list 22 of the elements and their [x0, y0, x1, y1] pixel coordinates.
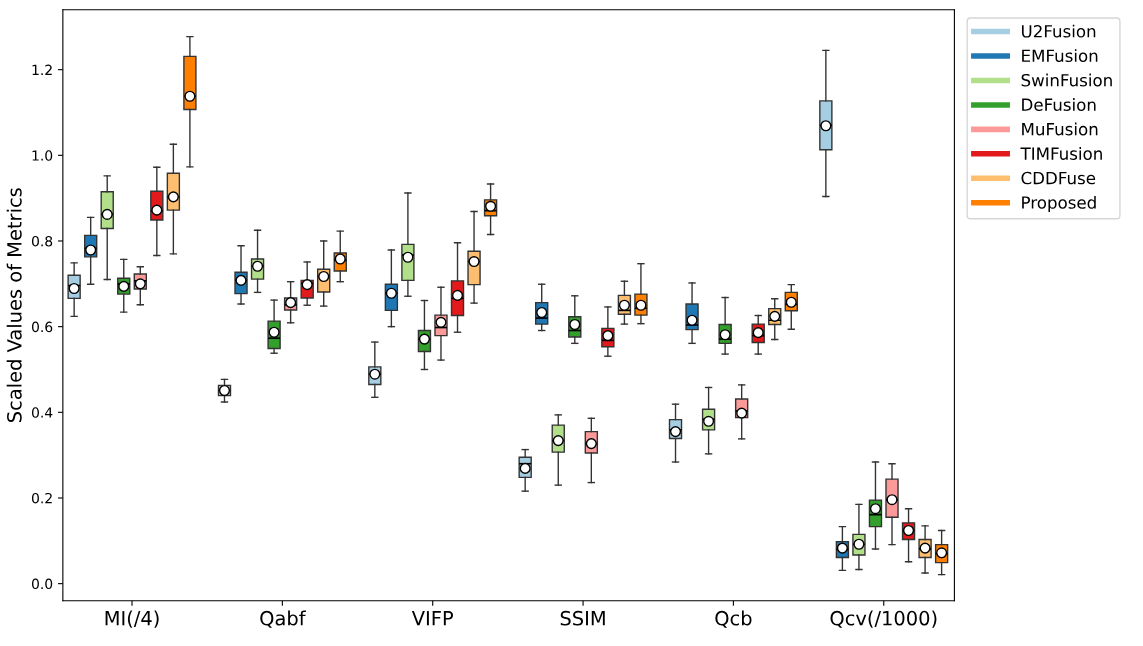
y-tick-label: 0.0 — [31, 578, 53, 590]
y-tick-label: 1.0 — [32, 150, 53, 161]
x-tick-label: VIFP — [411, 611, 454, 626]
legend-label: SwinFusion — [1021, 73, 1112, 87]
x-tick-label: Qabf — [260, 610, 306, 628]
legend-label: U2Fusion — [1021, 24, 1096, 38]
legend-label: MuFusion — [1022, 122, 1098, 136]
y-tick-label: 0.6 — [31, 321, 53, 333]
y-axis-title: Scaled Values of Metrics — [6, 188, 22, 422]
legend-label: DeFusion — [1022, 98, 1096, 111]
x-tick-label: SSIM — [560, 610, 605, 626]
x-tick-label: Qcv(/1000) — [830, 610, 937, 628]
legend-label: CDDFuse — [1021, 171, 1096, 185]
x-tick-label: Qcb — [715, 610, 752, 628]
legend-label: TIMFusion — [1020, 147, 1102, 160]
legend-label: EMFusion — [1022, 49, 1098, 63]
y-tick-label: 1.2 — [32, 64, 52, 75]
y-tick-label: 0.4 — [31, 407, 53, 418]
y-tick-label: 0.2 — [31, 492, 52, 504]
x-tick-label: MI(/4) — [105, 610, 159, 628]
y-tick-label: 0.8 — [31, 235, 53, 247]
legend-label: Proposed — [1022, 195, 1096, 213]
